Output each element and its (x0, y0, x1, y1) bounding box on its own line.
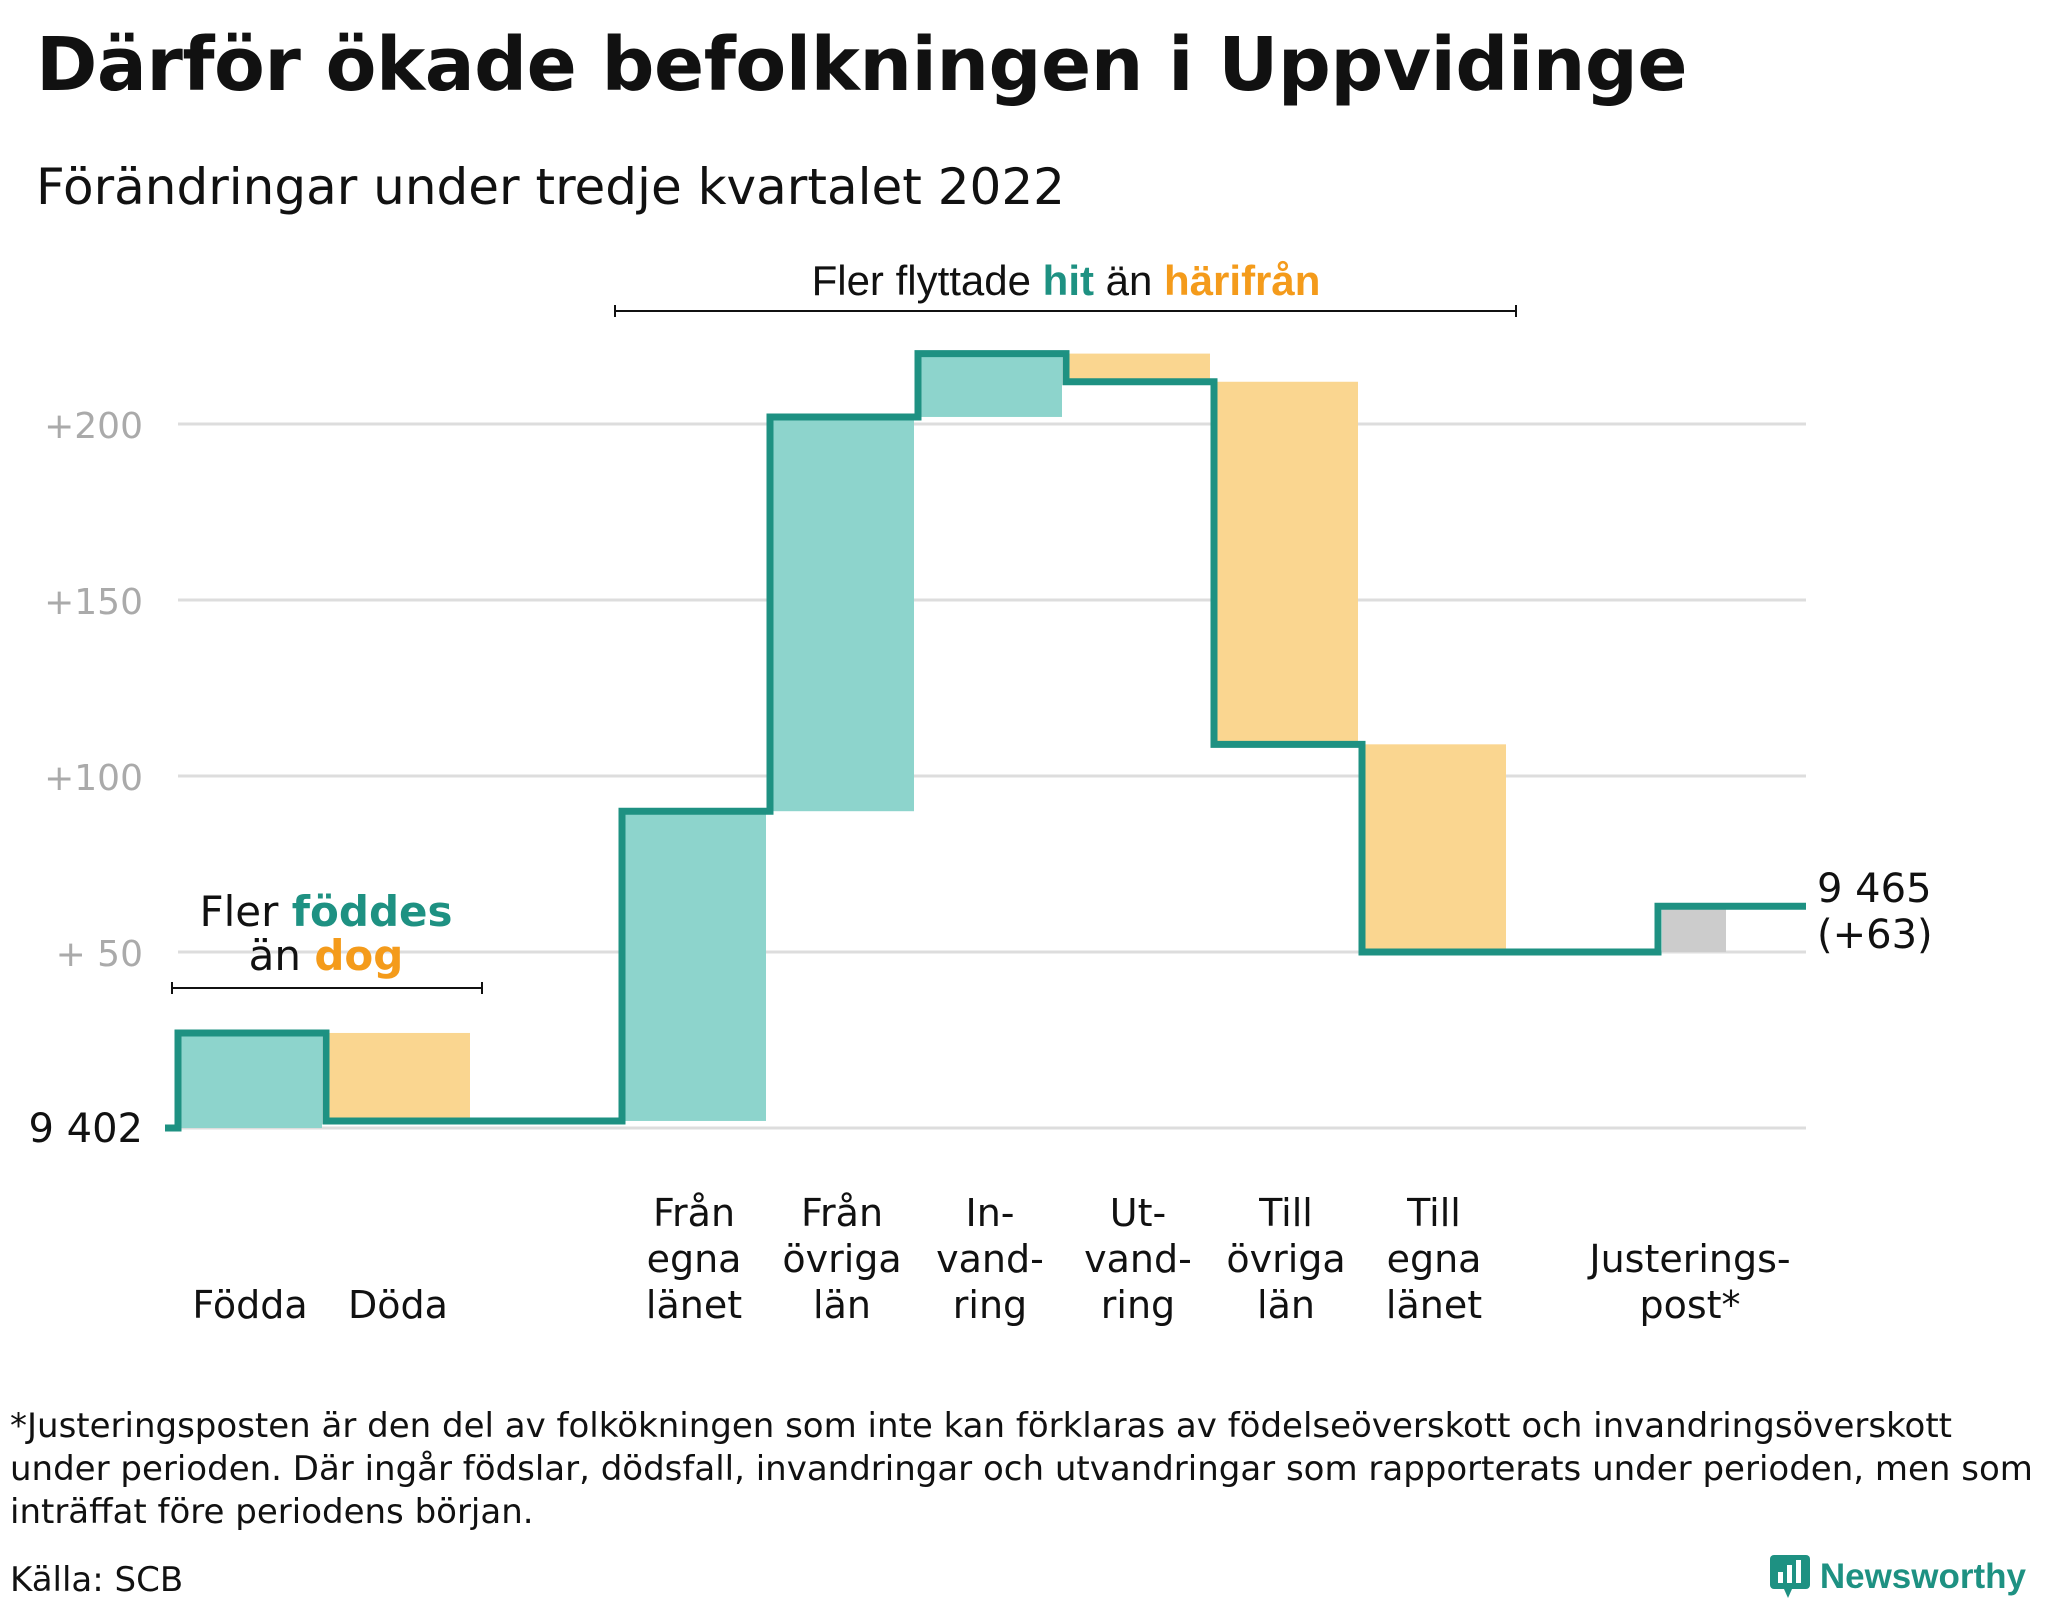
bar-3 (622, 811, 766, 1121)
start-value-label: 9 402 (28, 1106, 143, 1152)
category-label: In-vand-ring (936, 1191, 1044, 1327)
births-annotation-line1: Fler föddes (199, 887, 452, 936)
bar-9 (1662, 906, 1726, 952)
category-label: Döda (348, 1283, 448, 1327)
bar-8 (1362, 744, 1506, 952)
category-label: Till egna länet (1386, 1191, 1482, 1327)
category-label: Ut-vand-ring (1084, 1191, 1192, 1327)
waterfall-chart: + 50 +100 +150 +200 9 402 9 465(+63) Födda Död… (28, 257, 1932, 1327)
migration-annotation: Fler flyttade hit än härifrån (812, 257, 1321, 304)
category-label: Från egna länet (646, 1191, 742, 1327)
bar-1 (178, 1032, 322, 1128)
category-label: Justerings-post* (1587, 1237, 1790, 1327)
migration-bracket (614, 305, 1517, 317)
bar-5 (918, 353, 1062, 417)
bar-6 (1066, 353, 1210, 382)
labels: 9 402 9 465(+63) Födda Döda Från egna länet Frå… (28, 866, 1932, 1327)
brand-logo[interactable]: Newsworthy (1769, 1555, 2026, 1599)
category-label: Från övriga län (782, 1191, 901, 1327)
births-bracket (171, 982, 483, 994)
chart-subtitle: Förändringar under tredje kvartalet 2022 (36, 158, 1065, 216)
bars (178, 353, 1726, 1128)
chart-title: Därför ökade befolkningen i Uppvidinge (36, 22, 1688, 108)
category-label: Födda (192, 1283, 307, 1327)
bar-7 (1214, 381, 1358, 745)
cumulative-line (165, 350, 1806, 1132)
brand-name: Newsworthy (1819, 1557, 2026, 1596)
end-value-label: 9 465 (1817, 866, 1932, 912)
y-tick-label: + 50 (56, 934, 143, 975)
end-change-label: (+63) (1817, 912, 1933, 958)
category-label: Till övriga län (1226, 1191, 1345, 1327)
y-tick-label: +150 (44, 582, 143, 623)
newsworthy-logo-icon (1769, 1555, 1810, 1598)
footnote: *Justeringsposten är den del av folkökni… (10, 1406, 2033, 1532)
gridlines: + 50 +100 +150 +200 (44, 406, 1806, 1130)
y-tick-label: +100 (44, 758, 143, 799)
y-tick-label: +200 (44, 406, 143, 447)
births-annotation-line2: än dog (249, 931, 404, 980)
cumulative-step-line (165, 350, 1806, 1132)
bar-4 (770, 416, 914, 812)
bar-2 (326, 1032, 470, 1121)
source-label: Källa: SCB (10, 1560, 184, 1600)
